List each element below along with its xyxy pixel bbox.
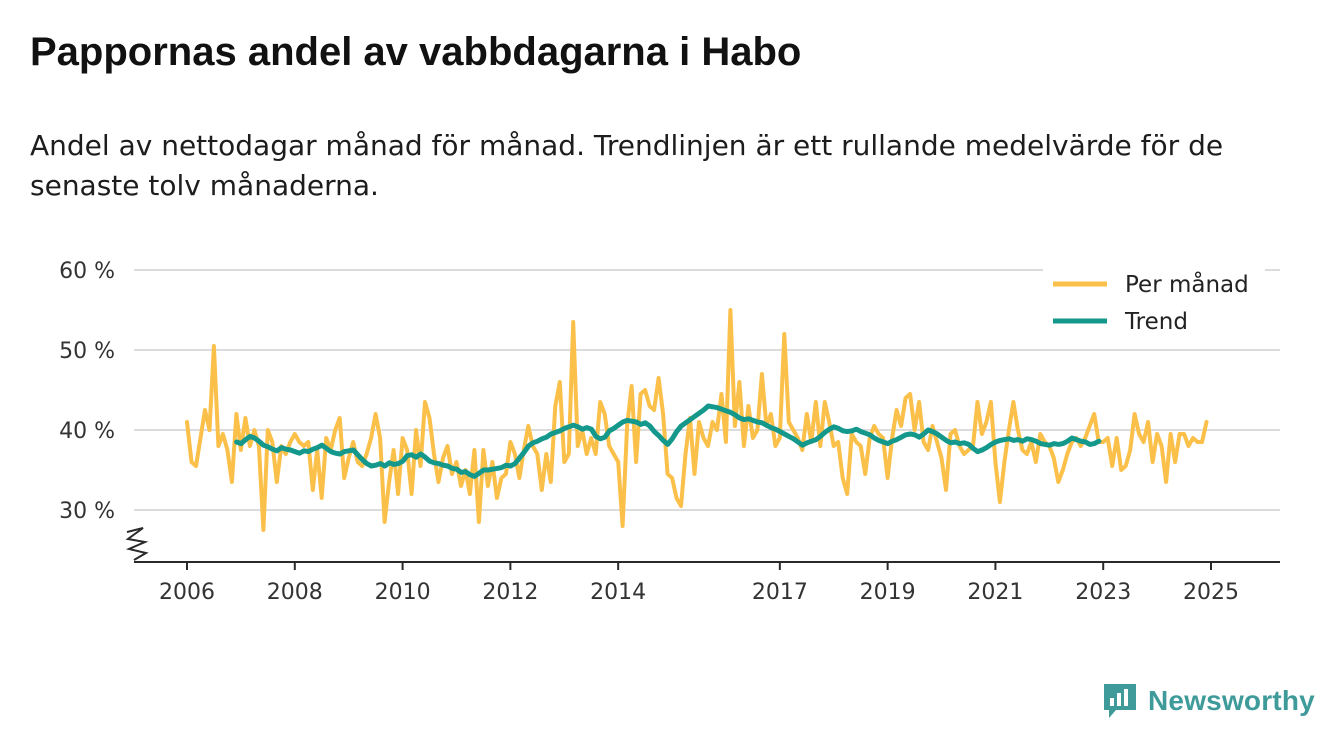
legend: Per månad Trend <box>1043 262 1265 346</box>
x-tick-label: 2023 <box>1075 580 1131 605</box>
x-tick-label: 2019 <box>860 580 916 605</box>
y-tick-label: 30 % <box>59 499 115 524</box>
chart-title: Pappornas andel av vabbdagarna i Habo <box>30 30 802 74</box>
brand-logo: Newsworthy <box>1102 682 1315 720</box>
y-tick-label: 50 % <box>59 339 115 364</box>
x-tick-label: 2014 <box>590 580 646 605</box>
y-tick-label: 40 % <box>59 419 115 444</box>
brand-name: Newsworthy <box>1148 685 1315 716</box>
x-tick-label: 2017 <box>752 580 808 605</box>
series-layer <box>185 308 1209 532</box>
y-tick-label: 60 % <box>59 259 115 284</box>
chart-subtitle: Andel av nettodagar månad för månad. Tre… <box>30 129 1224 202</box>
x-tick-label: 2006 <box>159 580 215 605</box>
legend-label: Trend <box>1124 309 1188 335</box>
series-line-per-manad <box>185 308 1209 532</box>
x-tick-label: 2021 <box>967 580 1023 605</box>
legend-label: Per månad <box>1125 270 1249 298</box>
newsworthy-logo-icon <box>1104 684 1136 718</box>
axis-break-icon <box>125 527 149 561</box>
legend-background <box>1043 262 1265 346</box>
x-tick-label: 2012 <box>482 580 538 605</box>
x-tick-label: 2025 <box>1183 580 1239 605</box>
x-axis: 2006 2008 2010 2012 2014 2017 2019 2021 2023 2025 <box>125 527 1280 605</box>
y-axis: 30 % 40 % 50 % 60 % <box>59 259 115 524</box>
series-line-trend <box>234 403 1102 479</box>
x-tick-label: 2010 <box>375 580 431 605</box>
x-tick-label: 2008 <box>267 580 323 605</box>
